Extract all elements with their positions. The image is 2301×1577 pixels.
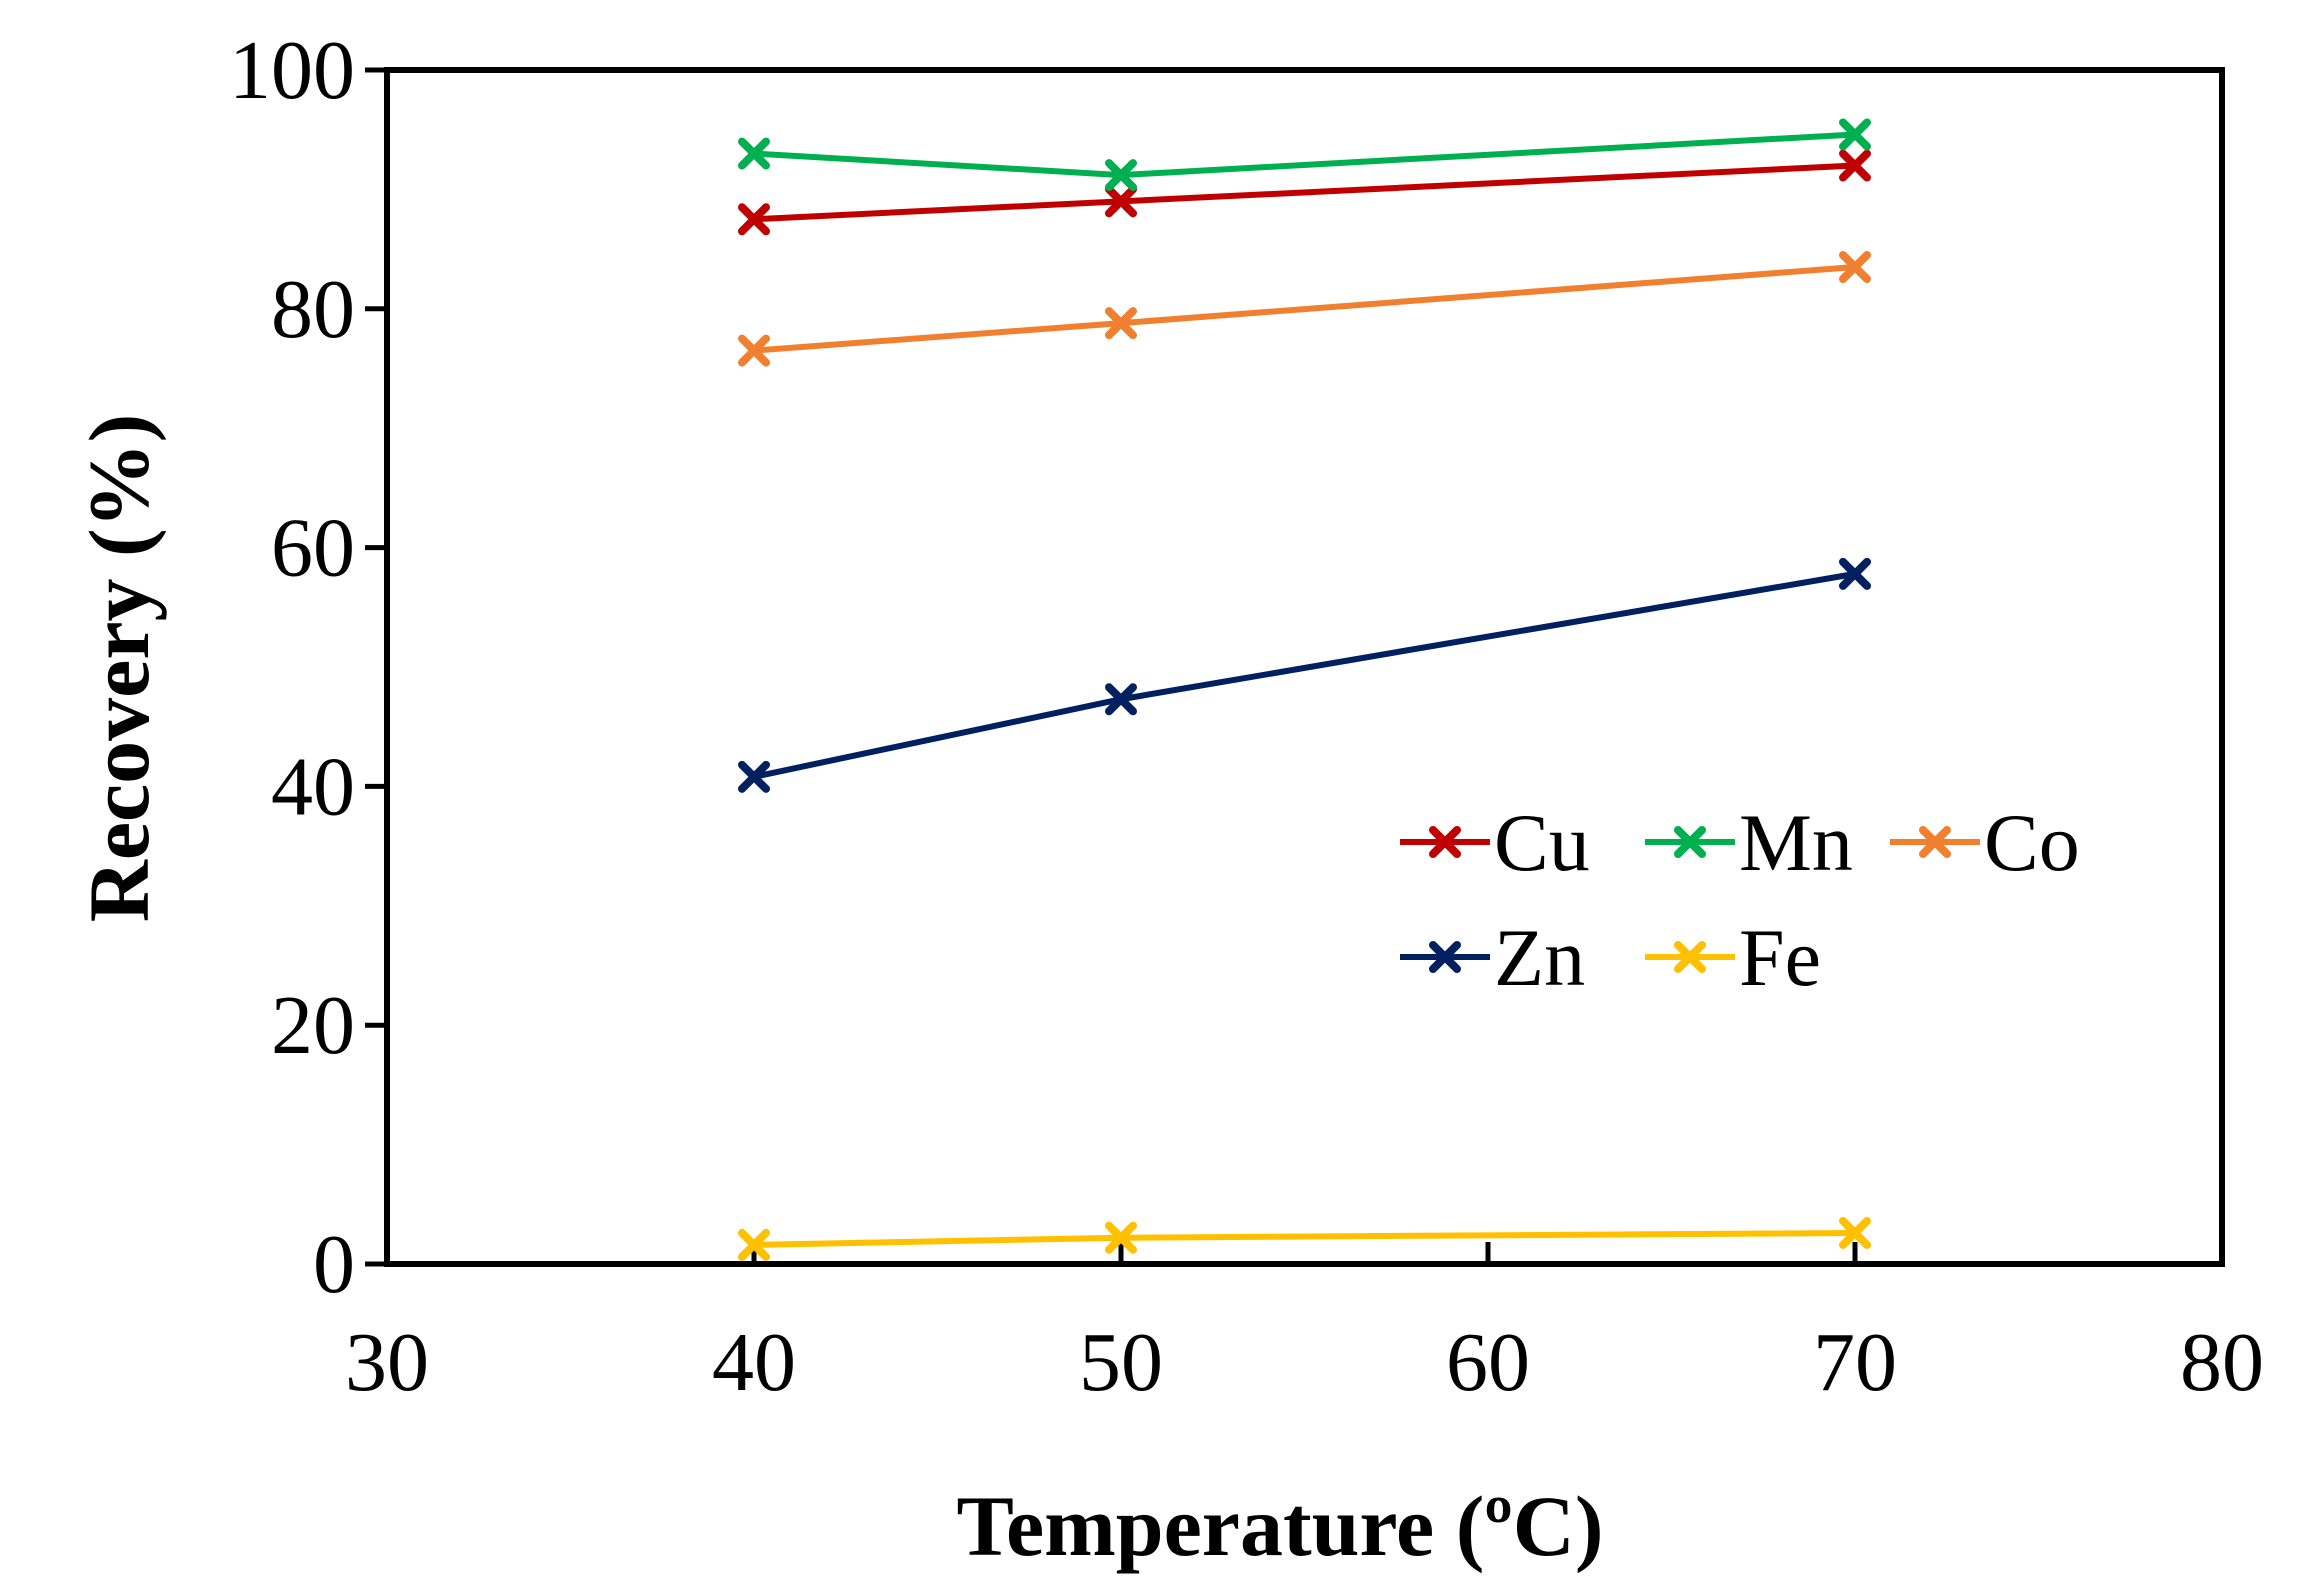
legend-label-co: Co	[1984, 797, 2080, 888]
legend-item-mn: Mn	[1645, 797, 1853, 888]
data-point-cu	[1105, 185, 1137, 218]
legend-item-zn: Zn	[1400, 912, 1585, 1003]
series-co	[738, 251, 1871, 367]
legend-marker-cu	[1429, 826, 1461, 858]
data-point-cu	[1839, 149, 1871, 182]
legend-label-cu: Cu	[1494, 797, 1590, 888]
y-tick-label: 40	[271, 740, 355, 833]
x-tick-label: 70	[1813, 1316, 1897, 1409]
y-axis-ticks	[365, 67, 387, 1267]
series-line-mn	[753, 131, 1856, 179]
x-tick-label: 60	[1446, 1316, 1530, 1409]
data-point-cu	[738, 203, 770, 236]
plot-area-frame	[384, 67, 2225, 1267]
legend-marker-co	[1919, 826, 1951, 858]
series-line-zn	[753, 570, 1856, 780]
legend-marker-zn	[1429, 941, 1461, 973]
data-point-mn	[1839, 118, 1871, 151]
series-line-co	[753, 264, 1856, 354]
x-tick-label: 30	[345, 1316, 429, 1409]
series-zn	[738, 557, 1871, 793]
y-tick-label: 20	[271, 979, 355, 1072]
y-axis-tick-labels: 0 20 40 60 80 100	[229, 24, 355, 1311]
series-cu	[738, 149, 1871, 236]
x-tick-label: 40	[712, 1316, 796, 1409]
legend-marker-fe	[1674, 941, 1706, 973]
data-point-mn	[738, 137, 770, 170]
series-line-fe	[753, 1229, 1856, 1248]
data-point-mn	[1105, 159, 1137, 192]
y-tick-label: 80	[271, 263, 355, 356]
y-tick-label: 0	[313, 1218, 355, 1311]
y-tick-label: 100	[229, 24, 355, 117]
legend-item-fe: Fe	[1645, 912, 1821, 1003]
legend-marker-mn	[1674, 826, 1706, 858]
series-fe	[738, 1216, 1871, 1261]
data-point-co	[1839, 251, 1871, 284]
legend-label-zn: Zn	[1494, 912, 1585, 1003]
data-point-co	[738, 334, 770, 367]
legend-item-co: Co	[1890, 797, 2080, 888]
series-mn	[738, 118, 1871, 192]
data-point-fe	[1105, 1221, 1137, 1254]
legend: Cu Mn Co Zn Fe	[1400, 797, 2080, 1003]
legend-label-fe: Fe	[1739, 912, 1821, 1003]
data-point-fe	[738, 1228, 770, 1261]
x-axis-ticks	[384, 1242, 2225, 1264]
data-point-co	[1105, 307, 1137, 340]
data-point-zn	[1105, 683, 1137, 716]
y-axis-title: Recovery (%)	[71, 414, 167, 923]
x-axis-tick-labels: 30 40 50 60 70 80	[345, 1316, 2264, 1409]
x-axis-title: Temperature (ºC)	[957, 1478, 1604, 1574]
series-layer	[738, 118, 1871, 1261]
x-tick-label: 80	[2180, 1316, 2264, 1409]
series-line-cu	[753, 162, 1856, 223]
x-tick-label: 50	[1079, 1316, 1163, 1409]
data-point-zn	[738, 760, 770, 793]
legend-label-mn: Mn	[1739, 797, 1853, 888]
y-tick-label: 60	[271, 502, 355, 595]
data-point-fe	[1839, 1216, 1871, 1249]
data-point-zn	[1839, 557, 1871, 590]
legend-item-cu: Cu	[1400, 797, 1590, 888]
